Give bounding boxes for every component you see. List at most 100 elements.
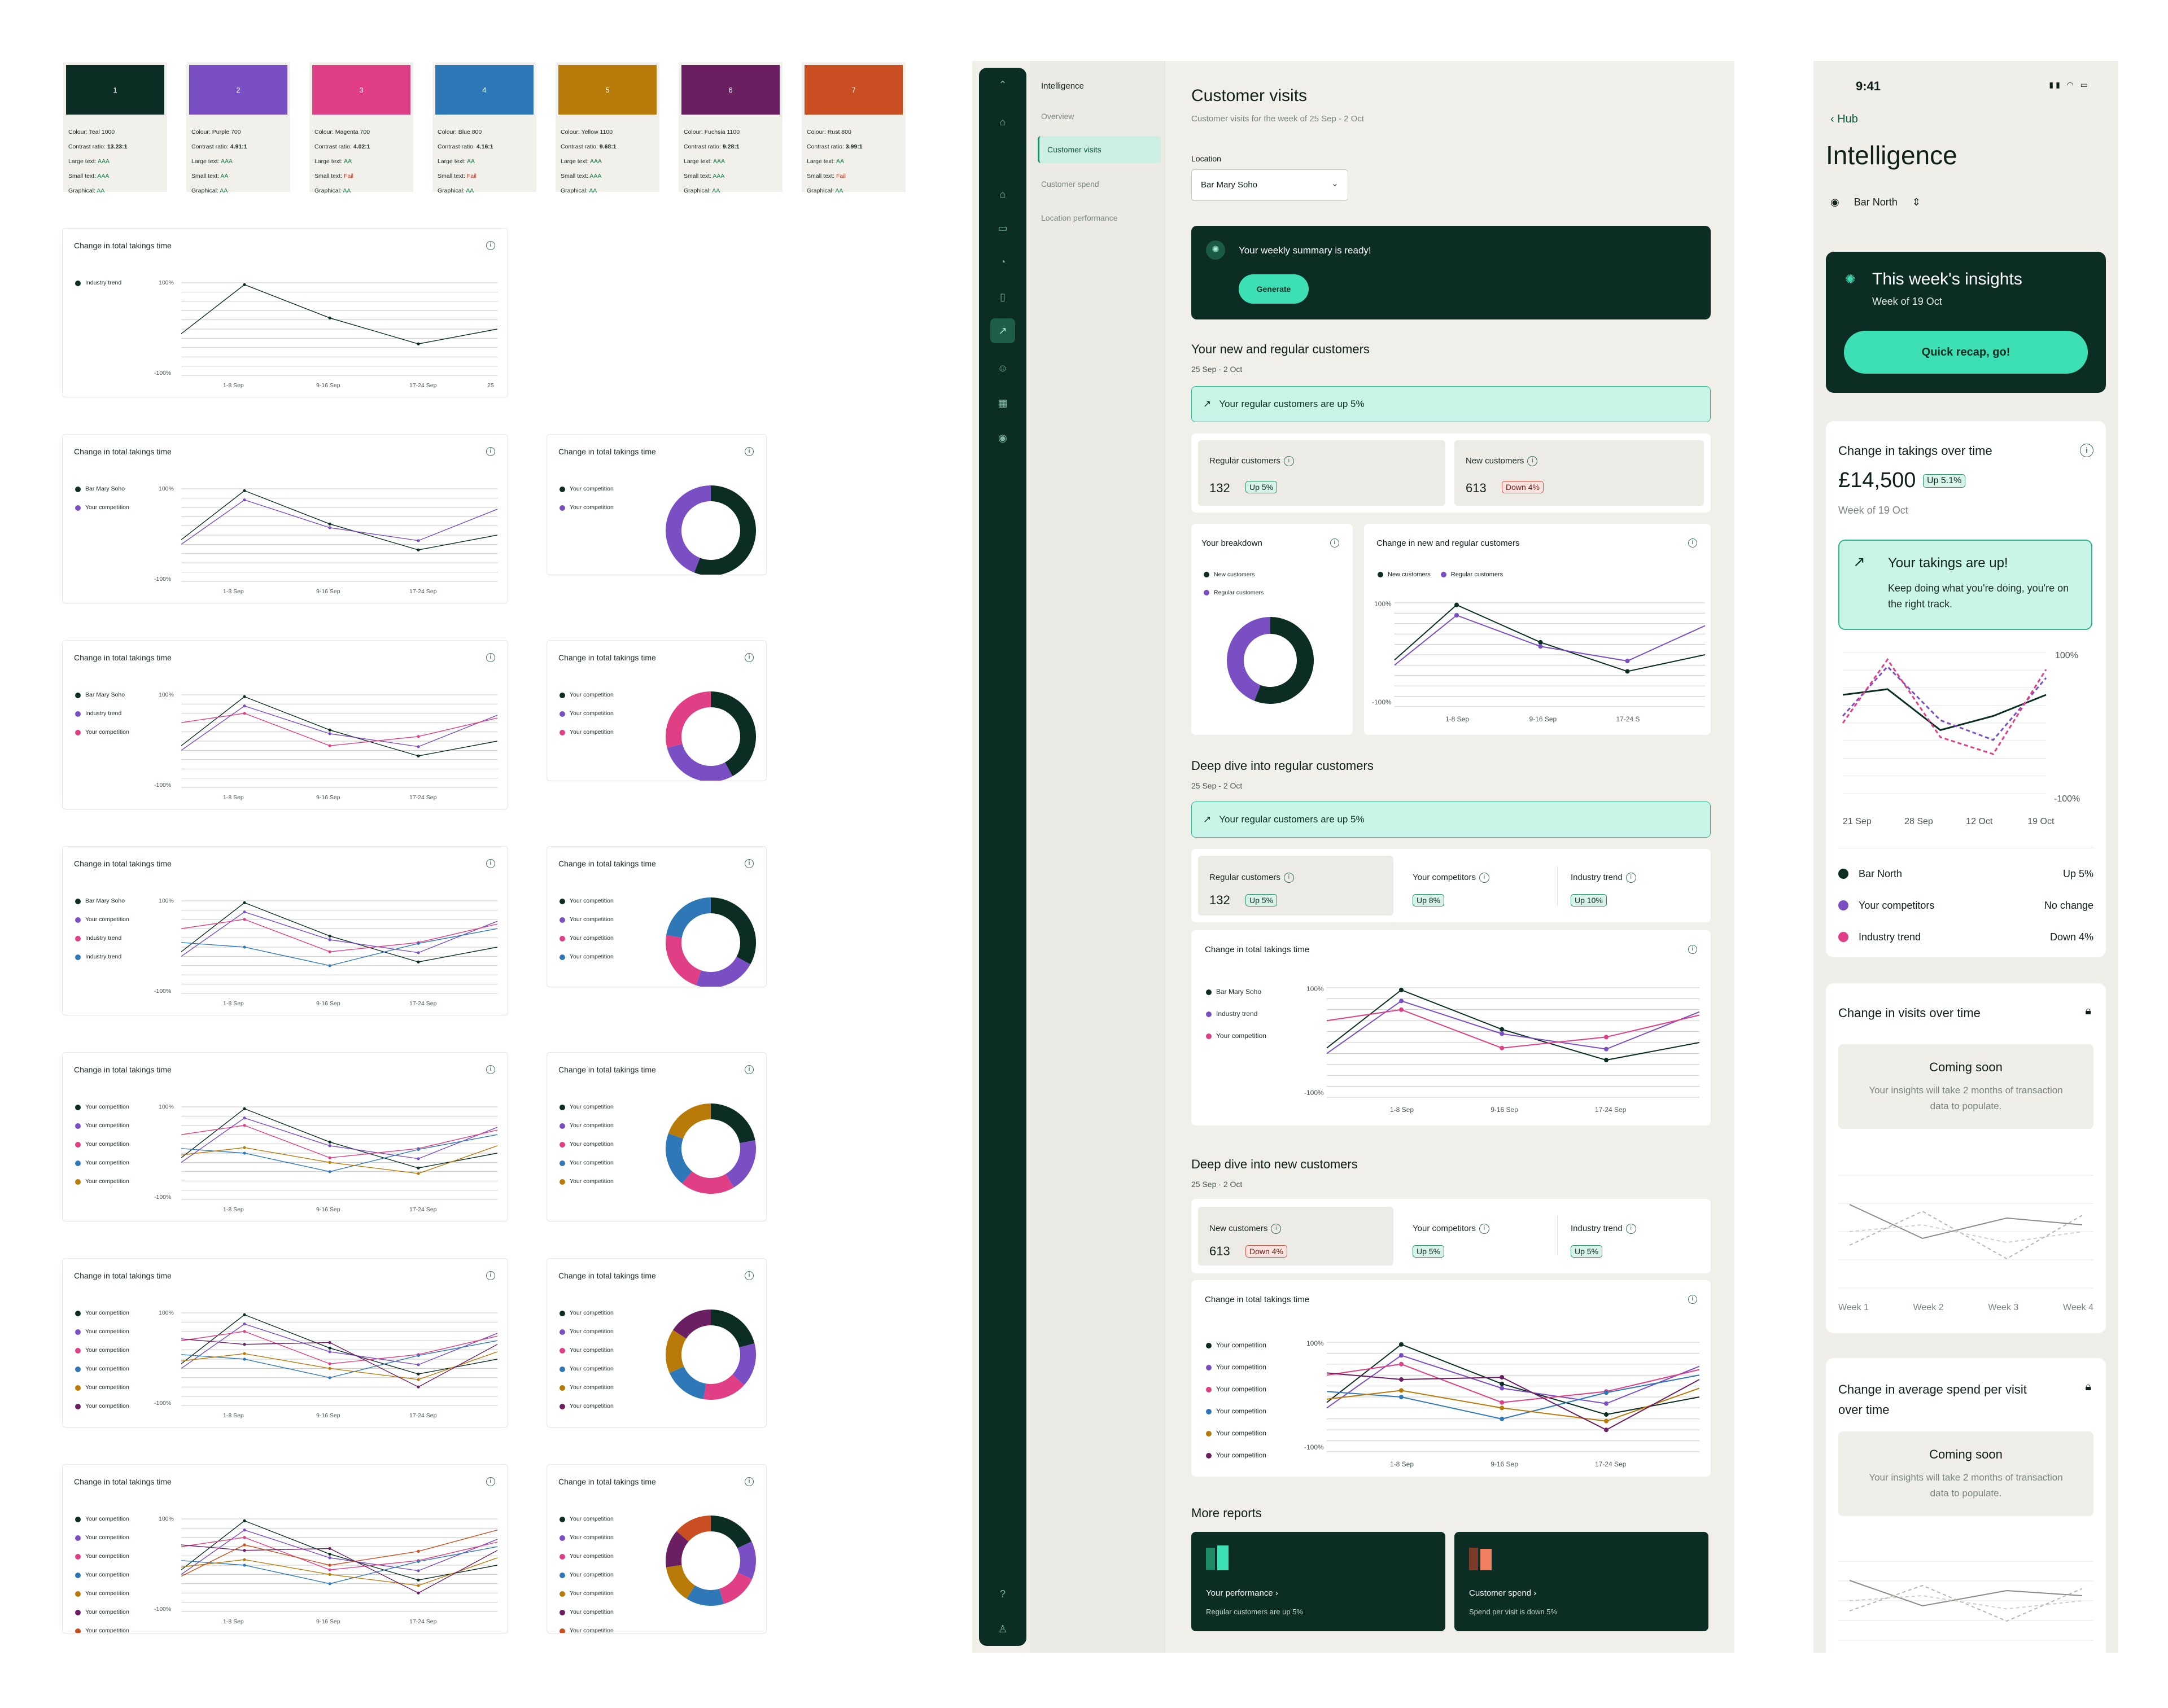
mobile-title: Intelligence [1826, 141, 1957, 170]
phone-icon[interactable]: ▯ [1000, 291, 1006, 303]
back-link[interactable]: ‹ Hub [1830, 113, 1858, 126]
competitors-label: Your competitors [1413, 873, 1476, 882]
info-icon[interactable]: i [1527, 456, 1538, 467]
subnav-item-location-performance[interactable]: Location performance [1041, 213, 1118, 222]
info-icon[interactable]: i [745, 653, 754, 662]
data-point [328, 1140, 331, 1144]
legend-item: Your competition [560, 948, 614, 966]
series-line-1 [181, 696, 497, 756]
wallet-icon[interactable]: ▭ [998, 222, 1008, 234]
info-icon[interactable]: i [1688, 945, 1697, 954]
info-icon[interactable]: i [1688, 538, 1697, 548]
series-line-1 [181, 1520, 497, 1580]
location-icon[interactable]: ◉ [998, 432, 1007, 444]
info-icon[interactable]: i [486, 447, 495, 456]
new-label: New customers [1209, 1224, 1268, 1233]
collapse-icon[interactable]: ⌃ [998, 79, 1007, 90]
data-point [1604, 1035, 1608, 1040]
report-card-performance[interactable]: Your performance › Regular customers are… [1191, 1532, 1445, 1631]
legend-item: Your competition [1206, 1422, 1266, 1444]
home-icon-2[interactable]: ⌂ [999, 189, 1006, 200]
data-point [243, 489, 246, 492]
location-select[interactable]: Bar Mary Soho ⌄ [1191, 169, 1348, 201]
quick-recap-button[interactable]: Quick recap, go! [1844, 331, 2088, 374]
x-tick-label: 1-8 Sep [223, 1000, 244, 1007]
legend-item: Your competition [75, 1135, 129, 1154]
total-takings-title: Change in total takings time [1205, 945, 1310, 954]
x-tick-label: 1-8 Sep [223, 382, 244, 389]
change-new-regular-chart: 100% -100% 1-8 Sep 9-16 Sep 17-24 S [1372, 600, 1705, 723]
legend-item: Your competition [75, 1510, 129, 1529]
subnav-item-customer-spend[interactable]: Customer spend [1041, 179, 1099, 189]
report-card-spend[interactable]: Customer spend › Spend per visit is down… [1454, 1532, 1708, 1631]
info-icon[interactable]: i [1479, 1224, 1490, 1234]
chart-icon[interactable]: ↗ [990, 318, 1015, 343]
axis-top-label: 100% [159, 279, 174, 286]
donut-segment-4 [666, 1133, 693, 1184]
info-icon[interactable]: i [1688, 1295, 1697, 1304]
swatch-graphical: Graphical: AA [191, 187, 228, 194]
help-icon[interactable]: ? [999, 1588, 1006, 1600]
section-title-regular: Deep dive into regular customers [1191, 759, 1374, 773]
donut-segment-4 [687, 1585, 724, 1606]
hand-coin-icon[interactable]: ◔ [999, 256, 1006, 268]
swatch-info: Colour: Blue 800 Contrast ratio: 4.16:1 La… [435, 115, 534, 198]
info-icon[interactable]: i [486, 653, 495, 662]
donut-chart-card-6: Change in total takings time i Your compet… [547, 1258, 767, 1427]
generate-button[interactable]: Generate [1239, 274, 1309, 304]
info-icon[interactable]: i [2080, 444, 2093, 457]
info-icon[interactable]: i [486, 241, 495, 250]
info-icon[interactable]: i [745, 1271, 754, 1280]
series-line-2 [1326, 1000, 1699, 1054]
legend-item: Your competition [560, 1154, 614, 1172]
legend-row: Your competitors No change [1838, 890, 2093, 921]
data-point [1604, 1427, 1608, 1433]
x-tick-label: 17-24 Sep [409, 1618, 437, 1625]
info-icon[interactable]: i [1479, 873, 1490, 883]
info-icon[interactable]: i [1271, 1224, 1282, 1234]
swatch-colour-name: Colour: Rust 800 [807, 129, 851, 135]
legend-item: Your competition [560, 892, 614, 910]
change-new-regular-title: Change in new and regular customers [1376, 538, 1520, 548]
location-switcher[interactable]: ◉ Bar North ⇕ [1830, 196, 1921, 208]
x-tick-label: 1-8 Sep [1390, 1460, 1414, 1468]
home-icon[interactable]: ⌂ [999, 116, 1006, 128]
x-tick-label: 1-8 Sep [223, 1412, 244, 1419]
info-icon[interactable]: i [1283, 873, 1294, 883]
info-icon[interactable]: i [1625, 1224, 1636, 1234]
calendar-icon[interactable]: ▦ [998, 397, 1008, 409]
donut-segment-6 [673, 1310, 711, 1339]
people-icon[interactable]: ☺ [997, 362, 1008, 374]
user-icon[interactable]: ♙ [998, 1623, 1008, 1635]
subnav-item-overview[interactable]: Overview [1041, 112, 1074, 121]
info-icon[interactable]: i [1625, 873, 1636, 883]
info-icon[interactable]: i [1330, 538, 1339, 548]
info-icon[interactable]: i [486, 1271, 495, 1280]
swatch-colour-chip: 1 [66, 65, 164, 115]
legend-item: Your competition [75, 498, 129, 517]
donut-segment-4 [669, 1366, 707, 1399]
swatch-colour-name: Colour: Yellow 1100 [561, 129, 613, 135]
callout-body: Keep doing what you're doing, you're on … [1888, 583, 2069, 610]
data-point [243, 1330, 246, 1333]
info-icon[interactable]: i [486, 859, 495, 868]
swatch-small-text: Small text: AAA [684, 173, 725, 179]
info-icon[interactable]: i [745, 859, 754, 868]
data-point [243, 1519, 246, 1522]
info-icon[interactable]: i [745, 1065, 754, 1074]
data-point [243, 283, 246, 286]
donut-segment-3 [719, 1572, 753, 1604]
info-icon[interactable]: i [486, 1477, 495, 1486]
swatch-small-text: Small text: Fail [807, 173, 846, 179]
info-icon[interactable]: i [745, 447, 754, 456]
data-point [417, 941, 420, 945]
info-icon[interactable]: i [486, 1065, 495, 1074]
new-customers-stat: New customers i 613 Down 4% [1454, 440, 1704, 506]
x-tick-label: 17-24 Sep [409, 588, 437, 595]
info-icon[interactable]: i [745, 1477, 754, 1486]
donut-segment-1 [694, 485, 756, 575]
series-line-1 [1326, 989, 1699, 1061]
subnav-item-customer-visits[interactable]: Customer visits [1038, 136, 1161, 163]
donut-segment-2 [696, 956, 751, 987]
info-icon[interactable]: i [1283, 456, 1294, 467]
